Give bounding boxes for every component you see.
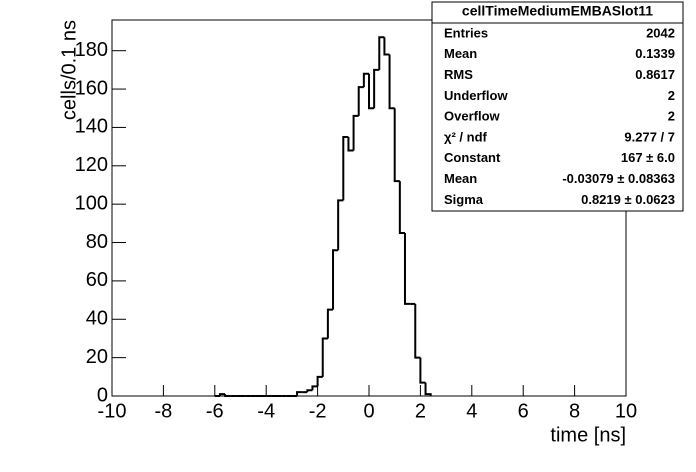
stats-label: Entries	[444, 25, 488, 40]
histogram-bin	[311, 385, 318, 391]
histogram-bin	[403, 232, 411, 305]
x-tick-label: 4	[466, 400, 477, 422]
stats-value: 2	[668, 88, 675, 103]
stats-value: 0.8617	[635, 67, 675, 82]
y-tick-label: 180	[75, 39, 108, 61]
histogram-bin	[393, 108, 400, 183]
y-tick-label: 80	[86, 231, 108, 253]
y-axis-label: cells/0.1 ns	[58, 20, 80, 120]
histogram-bin	[383, 37, 390, 56]
histogram-bin	[368, 73, 375, 110]
x-tick-label: -8	[155, 400, 173, 422]
x-tick-label: -6	[206, 400, 224, 422]
stats-label: Constant	[444, 150, 501, 165]
histogram-bin	[326, 308, 334, 339]
y-tick-label: 60	[86, 269, 108, 291]
histogram-bin	[362, 72, 369, 88]
stats-title: cellTimeMediumEMBASlot11	[462, 3, 653, 19]
stats-value: -0.03079 ± 0.08363	[562, 171, 675, 186]
x-tick-label: -2	[309, 400, 327, 422]
x-tick-label: 6	[518, 400, 529, 422]
stats-value: 2	[668, 109, 675, 124]
y-tick-label: 120	[75, 154, 108, 176]
histogram-bin	[224, 394, 231, 397]
x-tick-label: 8	[569, 400, 580, 422]
histogram-bin	[296, 391, 303, 396]
x-tick-label: 10	[615, 400, 637, 422]
stats-value: 9.277 / 7	[624, 129, 675, 144]
stats-label: Mean	[444, 171, 477, 186]
y-tick-label: 140	[75, 116, 108, 138]
histogram-bin	[398, 181, 405, 234]
histogram-bin	[337, 199, 344, 251]
stats-label: RMS	[444, 67, 473, 82]
histogram-bin	[321, 337, 328, 377]
stats-label: Underflow	[444, 88, 508, 103]
stats-label: χ² / ndf	[444, 129, 488, 144]
y-tick-label: 160	[75, 77, 108, 99]
y-tick-label: 40	[86, 308, 108, 330]
x-tick-label: -4	[257, 400, 275, 422]
histogram-bin	[424, 382, 432, 396]
stats-value: 0.8219 ± 0.0623	[581, 192, 675, 207]
histogram-bin	[378, 36, 385, 70]
stats-value: 2042	[646, 25, 675, 40]
x-tick-label: 2	[415, 400, 426, 422]
histogram-bin	[347, 137, 354, 152]
stats-label: Mean	[444, 46, 477, 61]
histogram-bin	[306, 389, 313, 393]
stats-label: Overflow	[444, 109, 501, 124]
y-tick-label: 100	[75, 192, 108, 214]
histogram-bin	[316, 375, 323, 387]
x-axis-label: time [ns]	[550, 424, 626, 446]
histogram-bin	[414, 303, 421, 359]
y-tick-label: 0	[97, 384, 108, 406]
y-tick-label: 20	[86, 346, 108, 368]
histogram-bin	[352, 114, 359, 151]
x-tick-label: -10	[98, 400, 127, 422]
stats-label: Sigma	[444, 192, 484, 207]
stats-box	[431, 1, 684, 212]
stats-value: 0.1339	[635, 46, 675, 61]
histogram-bin	[342, 136, 349, 201]
stats-value: 167 ± 6.0	[621, 150, 675, 165]
histogram-bin	[332, 249, 339, 310]
x-tick-label: 0	[363, 400, 374, 422]
histogram-bin	[419, 357, 426, 384]
histogram-bin	[373, 68, 380, 109]
histogram-bin	[357, 86, 364, 116]
histogram-bin	[388, 54, 395, 110]
histogram-bin	[218, 393, 226, 396]
